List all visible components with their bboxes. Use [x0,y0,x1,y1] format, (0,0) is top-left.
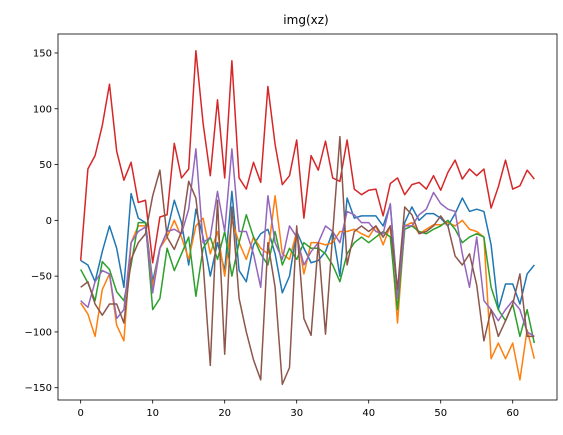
y-tick-label: 100 [33,104,52,115]
x-tick-label: 0 [77,408,83,419]
axes-layer: 0 10 20 30 40 50 60 −150 −100 −50 0 50 100 150 [25,33,558,419]
y-tick-label: 50 [39,160,52,171]
y-tick-label: 0 [46,216,52,227]
series-line-6 [80,135,535,386]
axes-frame [57,33,558,401]
x-tick-label: 60 [506,408,519,419]
x-tick-label: 30 [290,408,303,419]
series-line-4 [79,49,535,264]
series-layer [79,49,536,386]
y-tick-label: 150 [33,48,52,59]
y-tick-label: −50 [31,272,52,283]
y-tick-label: −100 [25,327,52,338]
series-line-5 [80,148,535,338]
x-tick-label: 40 [362,408,375,419]
y-tick-label: −150 [25,383,52,394]
x-tick-label: 10 [146,408,159,419]
plot-area: 0 10 20 30 40 50 60 −150 −100 −50 0 50 100 150 [25,33,558,419]
chart-title: img(xz) [283,13,328,27]
x-tick-label: 20 [218,408,231,419]
x-tick-label: 50 [434,408,447,419]
